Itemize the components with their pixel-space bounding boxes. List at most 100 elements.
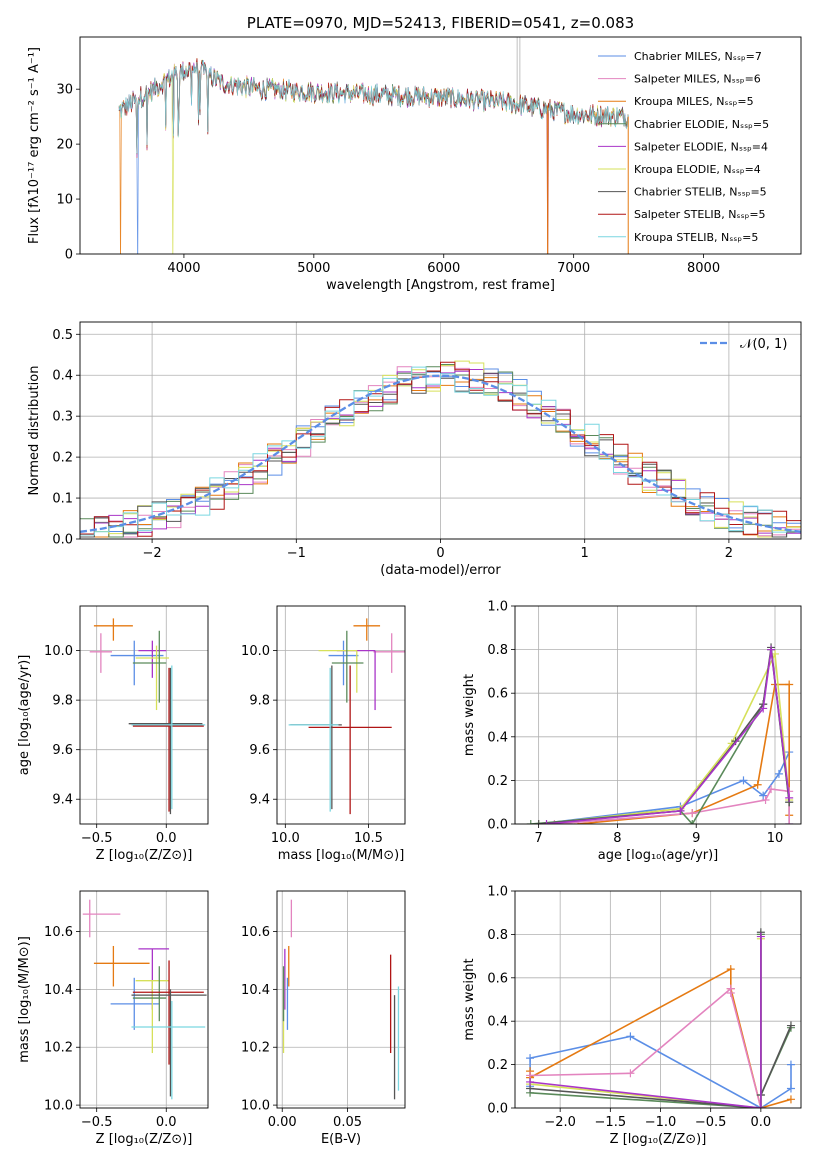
legend: Chabrier MILES, Nₛₛₚ=7 Salpeter MILES, Nₛ… bbox=[598, 50, 769, 244]
data-point bbox=[132, 630, 167, 703]
y-tick-label: 0.8 bbox=[487, 928, 508, 943]
weight-marker bbox=[542, 820, 551, 824]
y-tick-label: 9.4 bbox=[249, 793, 270, 808]
axes-frame bbox=[79, 321, 802, 540]
x-tick-label: 10.0 bbox=[271, 831, 300, 846]
x-tick-label: 0.0 bbox=[156, 831, 177, 846]
data-point bbox=[82, 899, 121, 938]
legend-entry: Kroupa MILES, Nₛₛₚ=5 bbox=[634, 95, 754, 108]
histogram-8 bbox=[80, 366, 801, 536]
x-tick-label: 0.00 bbox=[268, 1115, 297, 1130]
y-tick-label: 10.2 bbox=[44, 1041, 73, 1056]
x-tick-label: 0.05 bbox=[333, 1115, 362, 1130]
chart-metallicity-weights: −2.0 −1.5 −1.0 −0.5 0.0 0.0 0.2 0.4 0.6 0.8 1.0 Z [… bbox=[462, 885, 802, 1147]
y-tick-label: 0.4 bbox=[52, 369, 73, 384]
chart-mass-metallicity: −0.5 0.0 10.0 10.2 10.4 10.6 Z [log₁₀(Z/Z⊙)] ma… bbox=[17, 890, 209, 1147]
legend-entry: Salpeter STELIB, Nₛₛₚ=5 bbox=[634, 208, 766, 221]
y-tick-label: 1.0 bbox=[487, 600, 508, 615]
data-point bbox=[93, 618, 133, 641]
weight-marker bbox=[526, 1077, 535, 1086]
data-point bbox=[373, 633, 405, 673]
y-tick-label: 0.0 bbox=[487, 818, 508, 833]
y-tick-label: 9.8 bbox=[52, 694, 73, 709]
y-axis-label: mass weight bbox=[462, 674, 477, 756]
weight-line-2 bbox=[530, 986, 762, 1108]
y-tick-label: 9.6 bbox=[52, 743, 73, 758]
x-tick-label: −1.5 bbox=[595, 1115, 627, 1130]
weight-marker bbox=[526, 820, 535, 824]
weight-line-3 bbox=[530, 938, 762, 1108]
y-tick-label: 10.6 bbox=[44, 925, 73, 940]
x-tick-label: 7000 bbox=[557, 261, 590, 276]
data-point bbox=[132, 960, 204, 1065]
axes-frame bbox=[514, 605, 802, 825]
data-point bbox=[138, 948, 170, 1010]
x-tick-label: −2.0 bbox=[544, 1115, 576, 1130]
chart-title: PLATE=0970, MJD=52413, FIBERID=0541, z=0… bbox=[247, 14, 634, 32]
weight-marker bbox=[767, 645, 776, 654]
weight-marker bbox=[726, 965, 735, 974]
weight-marker bbox=[767, 785, 776, 794]
y-tick-label: 30 bbox=[56, 83, 73, 98]
x-axis-label: Z [log₁₀(Z/Z⊙)] bbox=[96, 1132, 193, 1147]
x-tick-label: 4000 bbox=[167, 261, 200, 276]
data-point bbox=[89, 633, 112, 673]
plot-area bbox=[282, 899, 400, 1100]
weight-marker bbox=[759, 791, 768, 800]
axes-frame bbox=[276, 890, 406, 1109]
y-tick-label: 0.6 bbox=[487, 687, 508, 702]
data-point bbox=[288, 667, 339, 812]
y-tick-label: 0.2 bbox=[487, 1058, 508, 1073]
data-point bbox=[336, 649, 376, 711]
weight-marker bbox=[786, 1095, 795, 1104]
chart-residuals: −2 −1 0 1 2 0.0 0.1 0.2 0.3 0.4 0.5 (data-model)/er… bbox=[27, 321, 802, 578]
weight-line-3 bbox=[538, 651, 790, 824]
y-tick-label: 9.4 bbox=[52, 793, 73, 808]
plot-area bbox=[82, 899, 207, 1100]
axes-frame bbox=[79, 36, 802, 255]
chart-age-weights: 7 8 9 10 0.0 0.2 0.4 0.6 0.8 1.0 age [log₁₀(age/yr… bbox=[462, 600, 802, 863]
x-tick-label: 2 bbox=[725, 546, 733, 561]
weight-marker bbox=[726, 988, 735, 997]
model-6 bbox=[118, 59, 629, 155]
y-tick-label: 0.5 bbox=[52, 328, 73, 343]
data-point bbox=[131, 665, 206, 810]
weight-marker bbox=[756, 932, 765, 941]
weight-marker bbox=[761, 796, 770, 805]
y-tick-label: 10.4 bbox=[241, 983, 270, 998]
data-point bbox=[93, 945, 150, 987]
plot-area bbox=[526, 643, 794, 824]
weight-line-6 bbox=[530, 936, 762, 1108]
y-tick-label: 10.2 bbox=[241, 1041, 270, 1056]
x-tick-label: −0.5 bbox=[695, 1115, 727, 1130]
x-tick-label: 5000 bbox=[297, 261, 330, 276]
y-tick-label: 0.2 bbox=[487, 774, 508, 789]
y-tick-label: 10.4 bbox=[44, 983, 73, 998]
data-point bbox=[132, 667, 204, 812]
y-tick-label: 0.0 bbox=[52, 533, 73, 548]
weight-marker bbox=[774, 769, 783, 778]
x-tick-label: 6000 bbox=[427, 261, 460, 276]
data-point bbox=[290, 665, 342, 810]
weight-marker bbox=[786, 1060, 795, 1069]
x-axis-label: mass [log₁₀(M/M⊙)] bbox=[278, 848, 405, 863]
x-tick-label: 0 bbox=[436, 546, 444, 561]
plot-area bbox=[89, 618, 206, 815]
x-tick-label: 9 bbox=[692, 831, 700, 846]
x-axis-label: (data-model)/error bbox=[380, 563, 501, 578]
weight-line-1 bbox=[577, 683, 791, 824]
y-tick-label: 0.8 bbox=[487, 643, 508, 658]
data-point bbox=[318, 649, 358, 693]
data-point bbox=[331, 630, 364, 703]
weight-marker bbox=[759, 704, 768, 713]
legend-entry: 𝒩(0, 1) bbox=[740, 337, 787, 352]
x-tick-label: −0.5 bbox=[81, 831, 113, 846]
legend-entry: Kroupa ELODIE, Nₛₛₚ=4 bbox=[634, 163, 761, 176]
weight-marker bbox=[785, 820, 794, 824]
chart-spectrum: 4000 5000 6000 7000 8000 0 10 20 30 wavelength [A… bbox=[27, 14, 802, 293]
weight-marker bbox=[753, 780, 762, 789]
weight-marker bbox=[534, 820, 543, 824]
weight-marker bbox=[786, 1021, 795, 1030]
axes-frame bbox=[276, 605, 406, 825]
model-8 bbox=[118, 60, 629, 154]
